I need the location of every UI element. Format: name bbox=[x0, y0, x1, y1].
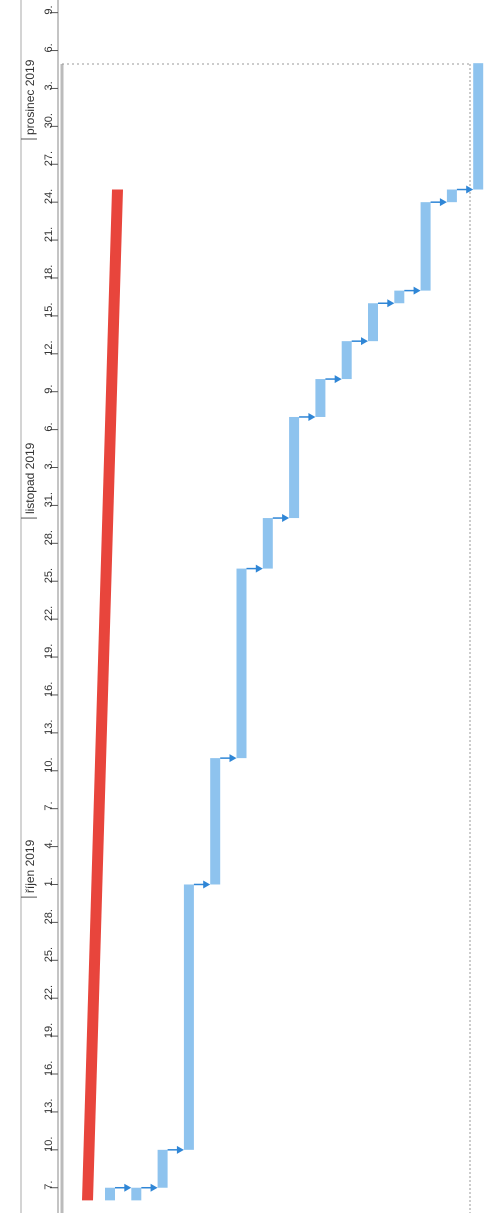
x-tick-label: 30. bbox=[43, 113, 55, 128]
dependency-arrow bbox=[124, 1183, 132, 1192]
task-bar bbox=[394, 290, 405, 304]
dependency-arrow bbox=[229, 754, 237, 763]
dependency-arrow bbox=[150, 1183, 158, 1192]
x-tick-label: 13. bbox=[43, 720, 55, 735]
x-tick-label: 25. bbox=[43, 568, 55, 583]
dependency-arrow bbox=[466, 185, 474, 194]
dependency-arrow bbox=[255, 564, 263, 573]
task-bar bbox=[236, 568, 247, 759]
x-tick-label: 19. bbox=[43, 644, 55, 659]
x-tick-label: 16. bbox=[43, 1061, 55, 1076]
task-bar bbox=[420, 202, 431, 291]
dependency-arrow bbox=[439, 198, 447, 207]
dependency-arrow bbox=[361, 337, 368, 346]
task-bar bbox=[183, 884, 194, 1150]
dependency-arrow bbox=[308, 412, 316, 421]
x-tick-label: 9. bbox=[43, 385, 55, 394]
x-tick-label: 9. bbox=[43, 5, 55, 14]
x-tick-label: 25. bbox=[43, 947, 55, 962]
x-tick-label: 3. bbox=[43, 460, 55, 469]
x-tick-label: 24. bbox=[43, 189, 55, 204]
x-tick-label: 22. bbox=[43, 606, 55, 621]
dependency-arrow bbox=[387, 299, 395, 308]
dependency-arrow bbox=[413, 286, 421, 295]
x-tick-label: 22. bbox=[43, 985, 55, 1000]
x-tick-label: 4. bbox=[43, 839, 55, 848]
task-bar bbox=[105, 1187, 115, 1201]
task-bar bbox=[315, 379, 326, 417]
month-label: prosinec 2019 bbox=[23, 59, 37, 135]
task-bar bbox=[446, 189, 457, 203]
dependency-arrow bbox=[334, 375, 342, 384]
x-tick-label: 3. bbox=[43, 81, 55, 90]
x-tick-label: 10. bbox=[43, 757, 55, 772]
month-label: listopad 2019 bbox=[23, 442, 37, 514]
task-bar bbox=[210, 758, 221, 885]
task-bar bbox=[368, 303, 378, 342]
x-tick-label: 12. bbox=[43, 340, 55, 355]
x-tick-label: 6. bbox=[43, 43, 55, 52]
month-label: říjen 2019 bbox=[23, 839, 37, 893]
x-tick-label: 28. bbox=[43, 530, 55, 545]
x-tick-label: 31. bbox=[43, 492, 55, 507]
x-tick-label: 7. bbox=[43, 801, 55, 810]
x-tick-label: 13. bbox=[43, 1099, 55, 1114]
task-bar bbox=[473, 63, 484, 190]
task-bar bbox=[157, 1149, 168, 1188]
x-tick-label: 19. bbox=[43, 1023, 55, 1038]
task-bar bbox=[289, 416, 300, 519]
task-bar bbox=[341, 341, 352, 380]
x-tick-label: 18. bbox=[43, 265, 55, 280]
dependency-arrow bbox=[176, 1145, 184, 1154]
x-tick-label: 10. bbox=[43, 1137, 55, 1152]
x-tick-label: 21. bbox=[43, 227, 55, 242]
x-tick-label: 1. bbox=[43, 877, 55, 886]
x-tick-label: 6. bbox=[43, 422, 55, 431]
x-tick-label: 16. bbox=[43, 682, 55, 697]
task-bar bbox=[262, 518, 273, 569]
x-tick-label: 15. bbox=[43, 303, 55, 318]
dependency-arrow bbox=[282, 514, 290, 523]
x-tick-label: 7. bbox=[43, 1181, 55, 1190]
summary-bar bbox=[82, 189, 123, 1201]
x-tick-label: 28. bbox=[43, 909, 55, 924]
x-tick-label: 27. bbox=[43, 151, 55, 166]
dependency-arrow bbox=[203, 880, 211, 889]
task-bar bbox=[131, 1187, 142, 1201]
